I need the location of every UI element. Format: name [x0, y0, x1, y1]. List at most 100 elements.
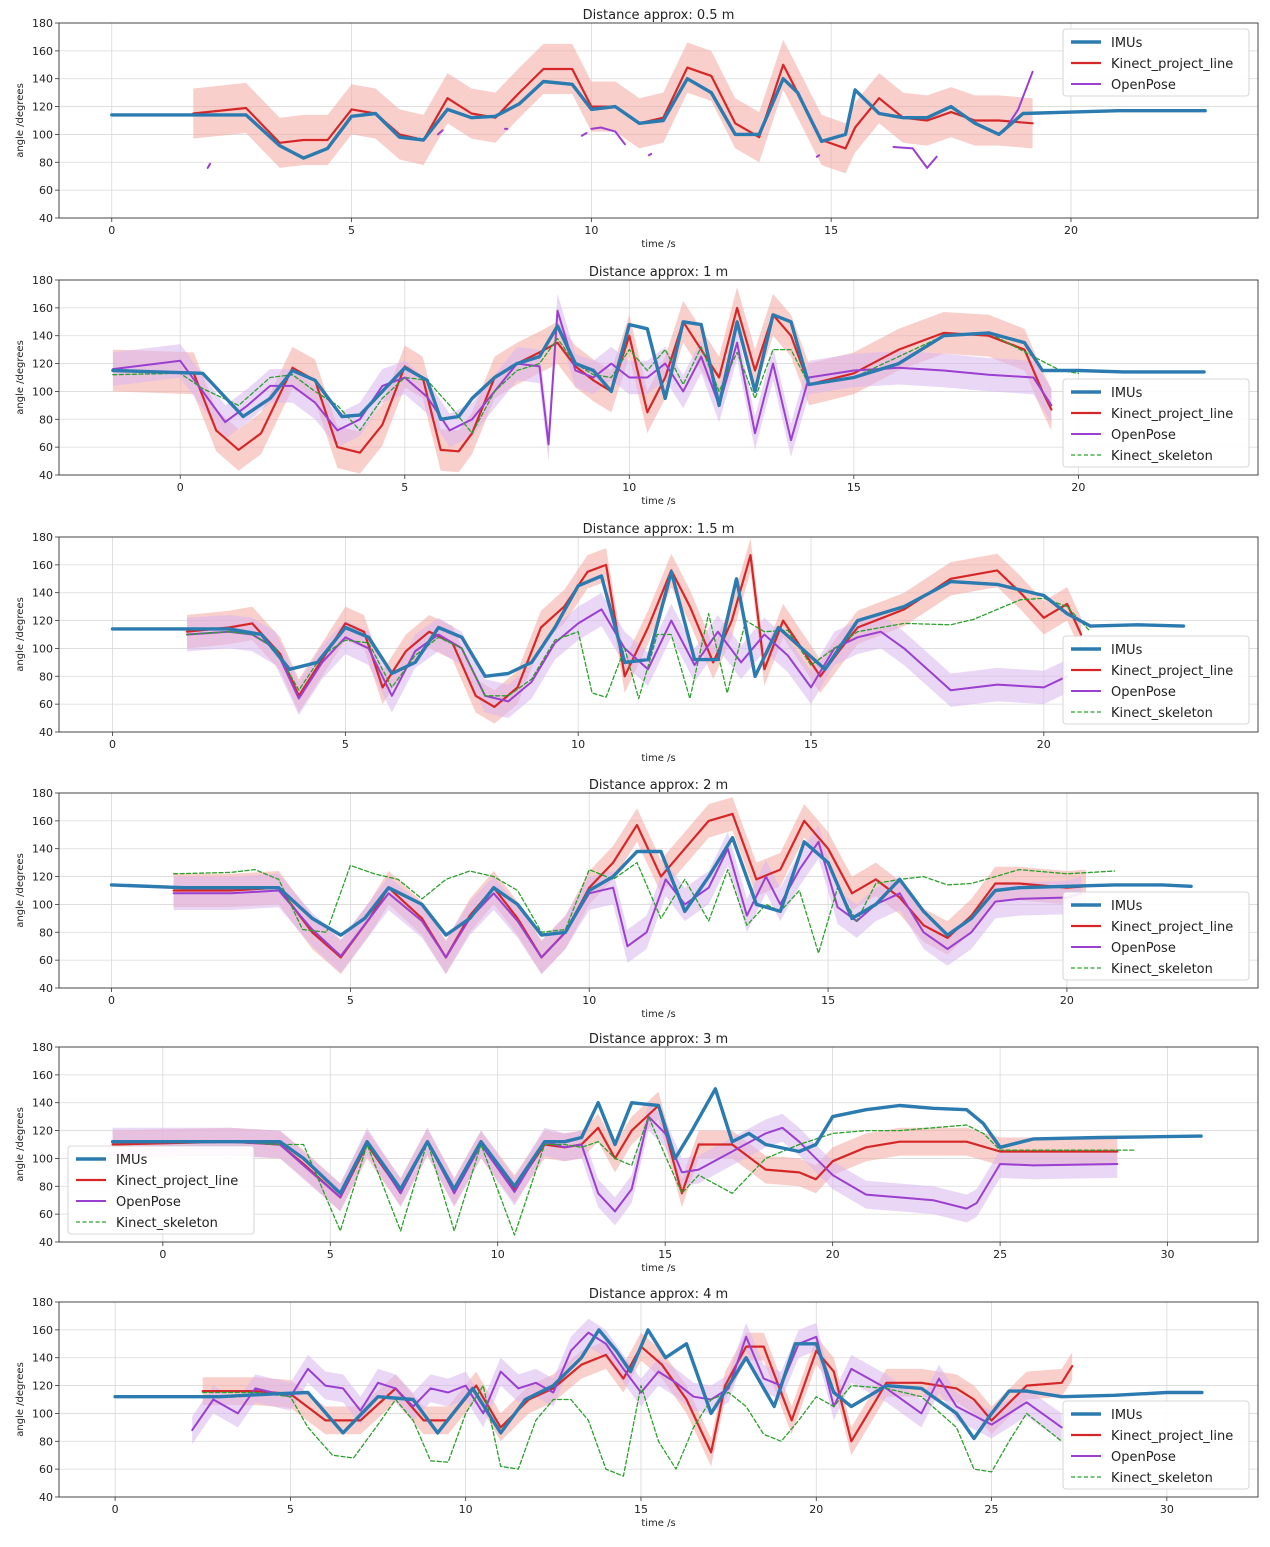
chart-title: Distance approx: 4 m	[589, 1287, 728, 1302]
x-tick-label: 0	[112, 1503, 119, 1516]
legend-box	[1062, 378, 1250, 468]
y-tick-label: 60	[39, 1463, 53, 1476]
y-tick-label: 40	[39, 469, 53, 482]
legend: IMUs Kinect_project_line OpenPose Kinect_sk…	[1062, 635, 1250, 725]
series-line-kinect-skeleton	[111, 1115, 1135, 1236]
chart-panel: 40 60 80 100 120 140 160 180 0 5 10 15 20 Distance ap…	[15, 778, 1259, 1020]
legend-box	[67, 1145, 255, 1235]
series-line-imus	[110, 77, 1207, 160]
x-axis-label: time /s	[641, 1263, 675, 1274]
y-tick-label: 120	[32, 1380, 53, 1393]
legend-label: Kinect_skeleton	[1111, 962, 1213, 977]
y-tick-label: 60	[39, 698, 53, 711]
x-tick-label: 20	[1071, 481, 1085, 494]
confidence-band	[202, 1332, 1073, 1467]
legend-label: IMUs	[1111, 386, 1143, 401]
series-line-openpose	[647, 152, 653, 157]
series-line-kinect-skeleton	[186, 597, 1092, 700]
y-tick-label: 100	[32, 1152, 53, 1165]
x-tick-label: 25	[985, 1503, 999, 1516]
y-tick-label: 160	[32, 815, 53, 828]
y-tick-label: 100	[32, 128, 53, 141]
y-tick-label: 140	[32, 1352, 53, 1365]
legend-label: IMUs	[1111, 36, 1143, 51]
series-line-kinect-skeleton	[202, 1384, 1063, 1477]
x-tick-label: 15	[634, 1503, 648, 1516]
series-line-imus	[113, 1328, 1204, 1441]
x-tick-label: 0	[108, 224, 115, 237]
series-line-openpose	[191, 1331, 1063, 1432]
legend-label: OpenPose	[116, 1195, 181, 1210]
legend: IMUs Kinect_project_line OpenPose Kinect_sk…	[1062, 891, 1250, 981]
plot-area	[111, 287, 1206, 474]
y-tick-label: 100	[32, 642, 53, 655]
confidence-band	[112, 293, 1052, 462]
legend-label: Kinect_project_line	[1111, 57, 1233, 72]
chart-title: Distance approx: 1 m	[589, 265, 728, 280]
y-tick-label: 60	[39, 954, 53, 967]
legend-label: Kinect_skeleton	[116, 1216, 218, 1231]
y-axis-label: angle /degrees	[15, 340, 26, 415]
legend-box	[1062, 635, 1250, 725]
x-tick-label: 0	[177, 481, 184, 494]
x-tick-label: 5	[401, 481, 408, 494]
legend-box	[1062, 1400, 1250, 1490]
chart-panel: 40 60 80 100 120 140 160 180 0 5 10 15 20 25 30 Distanc…	[15, 1287, 1259, 1529]
legend-label: Kinect_project_line	[1111, 664, 1233, 679]
series-line-openpose	[892, 146, 938, 169]
x-tick-label: 15	[824, 224, 838, 237]
chart-title: Distance approx: 1.5 m	[583, 522, 735, 537]
chart-panel: 40 60 80 100 120 140 160 180 0 5 10 15 20 Distance ap…	[15, 522, 1259, 764]
series-line-openpose	[580, 132, 588, 137]
x-tick-label: 20	[826, 1248, 840, 1261]
y-tick-label: 120	[32, 101, 53, 114]
legend-label: IMUs	[1111, 899, 1143, 914]
legend-box	[1062, 28, 1250, 97]
plot-frame	[58, 536, 1259, 733]
x-tick-label: 20	[809, 1503, 823, 1516]
x-tick-label: 5	[348, 224, 355, 237]
y-tick-label: 180	[32, 1041, 53, 1054]
y-axis-label: angle /degrees	[15, 597, 26, 672]
legend-label: Kinect_project_line	[1111, 407, 1233, 422]
x-axis-label: time /s	[641, 1009, 675, 1020]
y-tick-label: 100	[32, 385, 53, 398]
y-tick-label: 120	[32, 358, 53, 371]
y-tick-label: 40	[39, 1491, 53, 1504]
plot-area	[113, 1318, 1204, 1477]
legend: IMUs Kinect_project_line OpenPose Kinect_sk…	[67, 1145, 255, 1235]
x-tick-label: 5	[287, 1503, 294, 1516]
series-line-kinect-skeleton	[172, 861, 1116, 954]
x-axis-label: time /s	[641, 1518, 675, 1529]
series-line-openpose	[815, 154, 821, 158]
plot-area	[110, 1087, 1203, 1236]
series-line-imus	[109, 835, 1193, 937]
y-tick-label: 80	[39, 926, 53, 939]
series-line-imus	[110, 570, 1186, 678]
x-tick-label: 25	[993, 1248, 1007, 1261]
series-line-openpose	[436, 129, 444, 136]
y-tick-label: 40	[39, 982, 53, 995]
series-line-kinect-project-line	[185, 554, 1083, 708]
y-tick-label: 160	[32, 45, 53, 58]
x-axis-label: time /s	[641, 496, 675, 507]
y-tick-label: 60	[39, 184, 53, 197]
y-tick-label: 60	[39, 441, 53, 454]
y-axis-label: angle /degrees	[15, 1362, 26, 1437]
plot-frame	[58, 1046, 1259, 1243]
legend-label: Kinect_skeleton	[1111, 1471, 1213, 1486]
chart-panel: 40 60 80 100 120 140 160 180 0 5 10 15 20 25 30 Distanc…	[15, 1032, 1259, 1274]
chart-panel: 40 60 80 100 120 140 160 180 0 5 10 15 20 Distance ap…	[15, 8, 1259, 250]
x-tick-label: 5	[342, 738, 349, 751]
y-tick-label: 160	[32, 1069, 53, 1082]
y-tick-label: 120	[32, 615, 53, 628]
x-tick-label: 15	[821, 994, 835, 1007]
x-axis-label: time /s	[641, 753, 675, 764]
legend-label: OpenPose	[1111, 1450, 1176, 1465]
plot-area	[110, 538, 1186, 724]
legend-label: Kinect_project_line	[1111, 920, 1233, 935]
y-tick-label: 180	[32, 274, 53, 287]
series-line-openpose	[206, 162, 212, 169]
series-line-openpose	[590, 126, 626, 146]
